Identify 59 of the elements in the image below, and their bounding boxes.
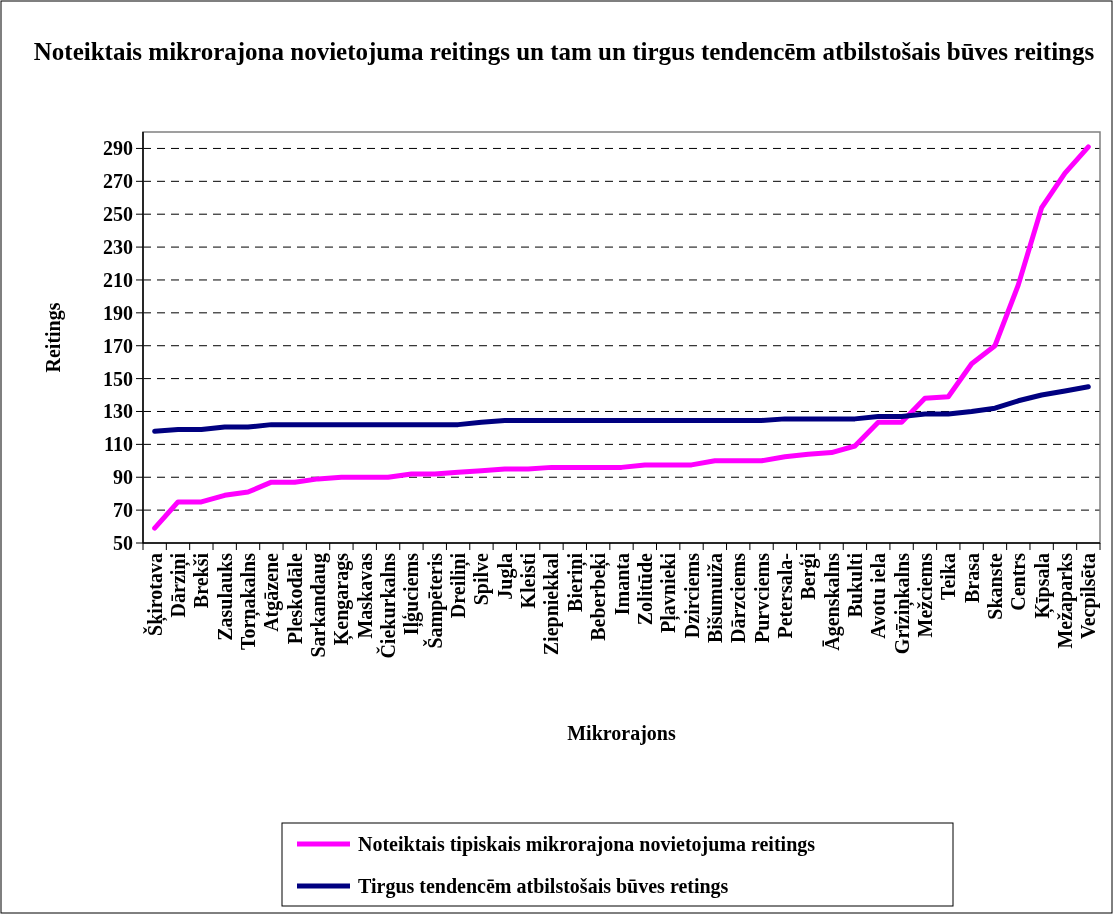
x-tick-label: Berģi — [797, 552, 821, 600]
x-tick-label: Āgenskalns — [820, 552, 844, 651]
chart-title: Noteiktais mikrorajona novietojuma reitings un tam un tirgus tendencēm atbilstošais būves reitings — [33, 38, 1095, 65]
x-tick-label: Bieriņi — [563, 552, 588, 612]
x-tick-label: Ziepniekkal — [540, 552, 564, 656]
y-tick-label: 150 — [103, 367, 133, 390]
x-tick-label: Avotu iela — [867, 553, 890, 639]
x-tick-label: Jugla — [493, 553, 517, 600]
y-tick-label: 170 — [103, 334, 133, 357]
x-tick-label: Brasa — [960, 553, 983, 603]
y-tick-label: 210 — [103, 268, 133, 291]
x-tick-label: Sarkandaug — [307, 553, 331, 658]
x-tick-label: Brekši — [190, 552, 213, 609]
legend-label: Noteiktais tipiskais mikrorajona novietojuma reitings — [358, 833, 816, 856]
x-tick-label: Dārziņi — [167, 552, 192, 618]
y-axis-title: Reitings — [42, 302, 65, 373]
x-tick-label: Beberbeķi — [587, 552, 612, 641]
y-tick-label: 130 — [103, 400, 133, 423]
x-tick-label: Grīziņkalns — [890, 552, 915, 655]
x-tick-label: Spilve — [470, 552, 494, 606]
x-tick-label: Mežaparks — [1053, 552, 1077, 649]
y-tick-label: 110 — [104, 433, 133, 456]
x-tick-label: Čiekurkalns — [376, 552, 400, 659]
y-tick-label: 270 — [103, 170, 133, 193]
x-axis-title: Mikrorajons — [567, 722, 676, 745]
x-tick-label: Dārzciems — [727, 552, 750, 643]
x-tick-label: Skanste — [983, 552, 1006, 620]
x-tick-label: Dreiliņi — [447, 552, 472, 619]
y-tick-label: 190 — [103, 301, 133, 324]
x-tick-label: Purvciems — [750, 552, 773, 643]
y-tick-label: 290 — [103, 137, 133, 160]
x-tick-label: Dzirciems — [680, 552, 703, 639]
x-tick-label: Torņakalns — [237, 552, 262, 651]
x-tick-label: Vecpilsēta — [1077, 553, 1101, 639]
y-tick-label: 70 — [113, 499, 133, 522]
x-tick-label: Teika — [937, 553, 960, 601]
x-tick-label: Bišumuiža — [703, 553, 726, 644]
legend-label: Tirgus tendencēm atbilstošais būves retings — [358, 875, 729, 898]
x-tick-label: Kleisti — [517, 552, 540, 609]
y-tick-label: 230 — [103, 236, 133, 259]
x-tick-label: Pleskodāle — [283, 552, 306, 645]
x-tick-label: Pļavnieki — [657, 552, 682, 634]
x-tick-label: Atgāzene — [260, 552, 284, 632]
x-tick-label: Zasulauks — [213, 552, 236, 641]
x-tick-label: Mežciems — [913, 552, 936, 638]
x-tick-label: Šampēteris — [422, 552, 447, 649]
x-tick-label: Ķīpsala — [1030, 553, 1055, 619]
y-tick-label: 90 — [113, 466, 133, 489]
x-tick-label: Centrs — [1007, 552, 1030, 611]
x-tick-label: Petersala- — [773, 553, 796, 639]
x-tick-label: Maskavas — [353, 552, 376, 639]
x-tick-label: Šķirotava — [142, 553, 168, 636]
x-tick-label: Ķengarags — [330, 552, 355, 646]
y-tick-label: 50 — [113, 532, 133, 554]
x-tick-label: Imanta — [610, 553, 633, 616]
x-tick-label: Zolitūde — [633, 552, 656, 626]
x-tick-label: Bukulti — [843, 552, 866, 618]
y-tick-label: 250 — [103, 203, 133, 226]
x-tick-label: Iļģuciems — [400, 552, 425, 636]
